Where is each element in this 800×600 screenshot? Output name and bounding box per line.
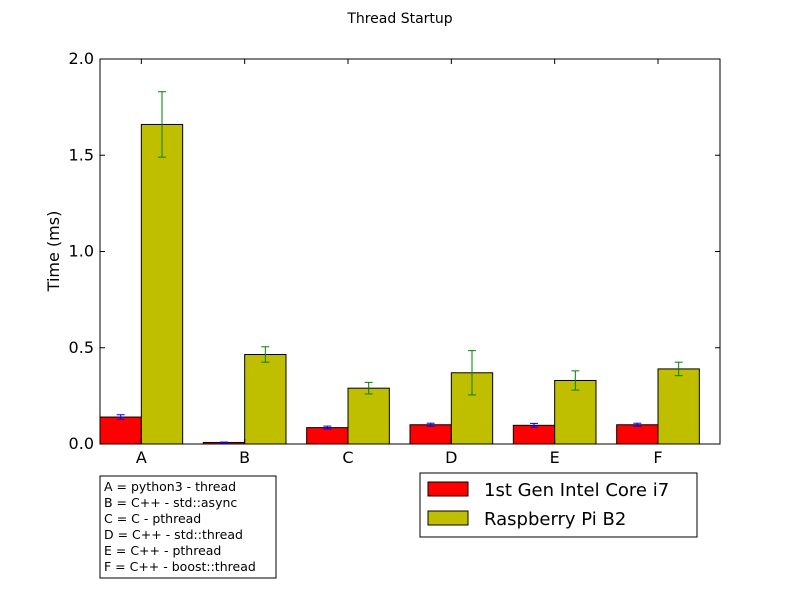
x-tick-label: A <box>136 448 147 467</box>
bar-intel-D <box>409 424 452 445</box>
y-tick-label: 2.0 <box>69 49 94 68</box>
y-tick-label: 0.5 <box>69 338 94 357</box>
x-axis-ticks: A B C D E F <box>136 59 663 467</box>
chart-title: Thread Startup <box>346 11 452 27</box>
legend: 1st Gen Intel Core i7 Raspberry Pi B2 <box>419 472 698 538</box>
category-key-line: A = python3 - thread <box>104 479 236 494</box>
category-key-line: D = C++ - std::thread <box>104 527 243 542</box>
category-key-line: B = C++ - std::async <box>104 495 237 510</box>
bar-intel-F <box>616 424 659 445</box>
bar-raspberry-pi-A <box>140 123 184 445</box>
legend-swatch-raspberry-pi <box>427 510 469 526</box>
bar-intel-A <box>99 416 142 445</box>
y-axis-label: Time (ms) <box>44 211 63 293</box>
bar-intel-C <box>306 427 349 445</box>
category-key-line: F = C++ - boost::thread <box>104 559 256 574</box>
legend-label-raspberry-pi: Raspberry Pi B2 <box>484 509 626 530</box>
x-tick-label: C <box>342 448 353 467</box>
category-key-line: C = C - pthread <box>104 511 201 526</box>
bar-raspberry-pi-E <box>554 379 597 445</box>
y-tick-label: 0.0 <box>69 434 94 453</box>
x-tick-label: B <box>239 448 250 467</box>
bar-raspberry-pi-F <box>657 368 700 445</box>
category-key-frame <box>99 475 277 579</box>
x-tick-label: F <box>653 448 662 467</box>
category-key: A = python3 - thread B = C++ - std::asyn… <box>99 475 277 579</box>
y-axis-ticks: 0.0 0.5 1.0 1.5 2.0 <box>69 49 720 453</box>
axes-frame <box>99 58 721 445</box>
legend-label-intel: 1st Gen Intel Core i7 <box>484 480 669 501</box>
legend-swatch-intel <box>427 481 469 497</box>
bar-intel-E <box>512 424 556 445</box>
bar-raspberry-pi-B <box>244 353 287 445</box>
bar-raspberry-pi-C <box>347 387 390 445</box>
plot-area <box>99 91 700 445</box>
category-key-line: E = C++ - pthread <box>104 543 221 558</box>
y-tick-label: 1.0 <box>69 242 94 261</box>
x-tick-label: E <box>550 448 560 467</box>
x-tick-label: D <box>445 448 457 467</box>
y-tick-label: 1.5 <box>69 145 94 164</box>
